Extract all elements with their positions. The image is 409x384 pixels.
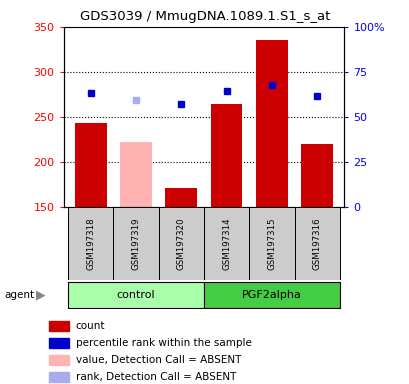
Text: GSM197315: GSM197315: [267, 217, 276, 270]
Text: rank, Detection Call = ABSENT: rank, Detection Call = ABSENT: [75, 372, 236, 382]
Text: agent: agent: [4, 290, 34, 300]
Text: count: count: [75, 321, 105, 331]
Bar: [49, 338, 68, 348]
Text: GSM197314: GSM197314: [222, 217, 231, 270]
Text: percentile rank within the sample: percentile rank within the sample: [75, 338, 251, 348]
Text: GSM197320: GSM197320: [176, 217, 185, 270]
Text: GSM197316: GSM197316: [312, 217, 321, 270]
Bar: [49, 355, 68, 365]
Bar: [68, 207, 113, 280]
Text: ▶: ▶: [36, 288, 46, 301]
Bar: [113, 207, 158, 280]
Bar: [294, 207, 339, 280]
Text: PGF2alpha: PGF2alpha: [241, 290, 301, 300]
Text: control: control: [117, 290, 155, 300]
Bar: [256, 40, 287, 207]
Text: GSM197319: GSM197319: [131, 218, 140, 270]
Bar: [49, 321, 68, 331]
Bar: [301, 144, 332, 207]
Bar: [165, 187, 197, 207]
Bar: [249, 207, 294, 280]
Bar: [204, 282, 339, 308]
Bar: [75, 122, 106, 207]
Bar: [120, 142, 151, 207]
Text: value, Detection Call = ABSENT: value, Detection Call = ABSENT: [75, 355, 240, 365]
Text: GSM197318: GSM197318: [86, 217, 95, 270]
Bar: [158, 207, 204, 280]
Text: GDS3039 / MmugDNA.1089.1.S1_s_at: GDS3039 / MmugDNA.1089.1.S1_s_at: [80, 10, 329, 23]
Bar: [210, 104, 242, 207]
Bar: [49, 372, 68, 382]
Bar: [204, 207, 249, 280]
Bar: [68, 282, 204, 308]
